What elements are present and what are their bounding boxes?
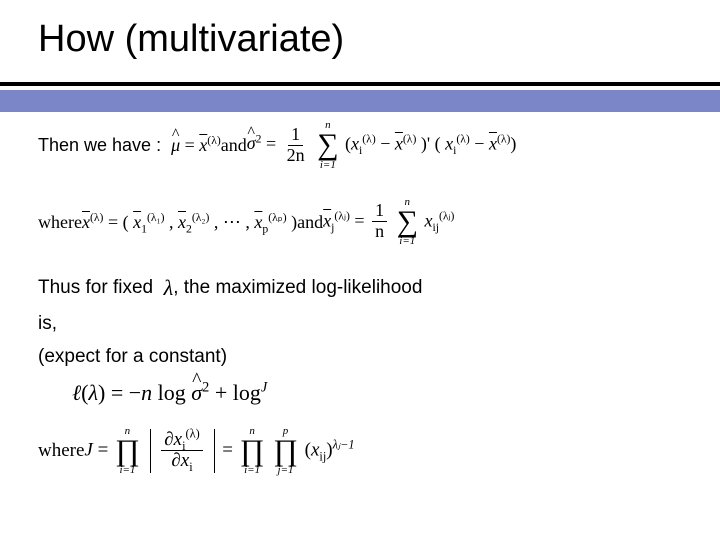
sp <box>161 133 171 157</box>
eq-sign-3: = <box>93 439 113 460</box>
line-where-1: where x(λ) = ( x1(λ₁) , x2(λ₂) , ⋯ , xp(… <box>38 197 700 248</box>
eq-sign-2: = <box>354 210 369 230</box>
sup-xj: (λⱼ) <box>334 209 350 222</box>
eq-sign-1: = <box>266 133 281 153</box>
J-sup: J <box>261 380 267 396</box>
sup-sig: 2 <box>202 380 209 396</box>
eq-mu-hat: μ = x(λ) <box>171 133 221 157</box>
text-thus: Thus for fixed <box>38 275 153 301</box>
frac-1-n: 1 n <box>372 201 387 242</box>
line-then-we-have: Then we have : μ = x(λ) and σ2 = 1 2n n … <box>38 120 700 171</box>
sub-x2: 2 <box>186 222 192 235</box>
line-thus-fixed: Thus for fixed λ , the maximized log-lik… <box>38 273 700 303</box>
slide-content: Then we have : μ = x(λ) and σ2 = 1 2n n … <box>38 120 700 484</box>
partial-num: ∂xi(λ) <box>161 430 202 452</box>
line-where-2: where J = n ∏ i=1 ∂xi(λ) ∂xi = n ∏ <box>38 426 700 477</box>
line-ll: ℓ(λ) = −n log σ2 + logJ <box>72 378 700 408</box>
sep-2: , <box>214 212 223 232</box>
sup-xb-2: (λ) <box>497 132 510 145</box>
sup-xij: (λⱼ) <box>439 209 455 222</box>
line-expect: (expect for a constant) <box>38 344 700 370</box>
sup-sigma2: 2 <box>256 132 262 145</box>
sup-mu: (λ) <box>207 134 220 147</box>
pn-sup: (λ) <box>186 426 200 440</box>
sup-xp: (λₚ) <box>268 211 286 224</box>
sup-x2: (λ₂) <box>192 211 210 224</box>
eq-J: J = n ∏ i=1 ∂xi(λ) ∂xi = n ∏ i=1 <box>84 426 354 477</box>
frac-1-2n: 1 2n <box>284 125 308 166</box>
den-n: n <box>372 222 387 242</box>
text-where-2: where <box>38 438 84 464</box>
prod-bot-3: j=1 <box>278 465 294 476</box>
text-is: is, <box>38 311 57 337</box>
sup-x1: (λ₁) <box>147 211 165 224</box>
slide: How (multivariate) Then we have : μ = x(… <box>0 0 720 540</box>
eq-ll: ℓ(λ) = −n log σ2 + logJ <box>72 378 267 408</box>
sup-xi-1: (λ) <box>362 132 375 145</box>
sum-bot-1: i=1 <box>320 160 336 171</box>
text-max-ll: the maximized log-likelihood <box>178 275 422 301</box>
sub-x1: 1 <box>141 222 147 235</box>
sup-lamj: λⱼ−1 <box>333 437 355 451</box>
sum-i-2: n ∑ i=1 <box>397 197 418 248</box>
lambda-sym: λ <box>164 275 174 300</box>
sub-xi-1: i <box>359 144 362 157</box>
sup-xv: (λ) <box>90 211 103 224</box>
open-vec: = ( <box>108 212 129 232</box>
eq-xbar-vec: x(λ) = ( x1(λ₁) , x2(λ₂) , ⋯ , xp(λₚ) ) <box>82 210 297 234</box>
eq-sign-4: = <box>222 439 237 460</box>
sep-1: , <box>169 212 178 232</box>
minus-2: − <box>474 133 489 153</box>
abs-close <box>214 429 215 473</box>
text-and-2: and <box>297 210 323 234</box>
sup-xb-1: (λ) <box>403 132 416 145</box>
slide-title: How (multivariate) <box>38 18 344 61</box>
sub-xij2: ij <box>319 449 326 463</box>
sub-xi-2: i <box>453 144 456 157</box>
minus-1: − <box>380 133 395 153</box>
text-then: Then we have : <box>38 133 161 157</box>
sup-xi-2: (λ) <box>456 132 469 145</box>
sub-xp: p <box>262 222 268 235</box>
text-where-1: where <box>38 210 82 234</box>
sum-bot-2: i=1 <box>399 236 415 247</box>
prod-i-2: n ∏ i=1 <box>240 426 265 477</box>
partial-den: ∂xi <box>168 451 195 472</box>
plus-logj: + log <box>215 380 261 405</box>
sp2 <box>153 275 164 301</box>
eq-xbar-j: xj(λⱼ) = 1 n n ∑ i=1 xij(λⱼ) <box>323 197 454 248</box>
sep-3: , <box>245 212 254 232</box>
prod-bot-1: i=1 <box>119 465 135 476</box>
prod-i-1: n ∏ i=1 <box>115 426 140 477</box>
text-and-1: and <box>221 133 247 157</box>
eq-sigma2: σ2 = 1 2n n ∑ i=1 (xi(λ) − x(λ) )' ( xi(… <box>247 120 517 171</box>
sum-i-1: n ∑ i=1 <box>317 120 338 171</box>
prod-j: p ∏ j=1 <box>273 426 298 477</box>
frac-partial: ∂xi(λ) ∂xi <box>161 430 202 473</box>
num-1: 1 <box>288 125 303 146</box>
prod-bot-2: i=1 <box>244 465 260 476</box>
line-is: is, <box>38 311 700 337</box>
num-1b: 1 <box>372 201 387 222</box>
accent-band <box>0 90 720 112</box>
sub-xj: j <box>331 220 334 233</box>
abs-open <box>150 429 151 473</box>
prime-1: )' ( <box>421 133 441 153</box>
den-2n: 2n <box>284 146 308 166</box>
sub-xij: ij <box>432 220 439 233</box>
pd-sub: i <box>189 460 192 474</box>
ellipsis: ⋯ <box>223 212 241 232</box>
